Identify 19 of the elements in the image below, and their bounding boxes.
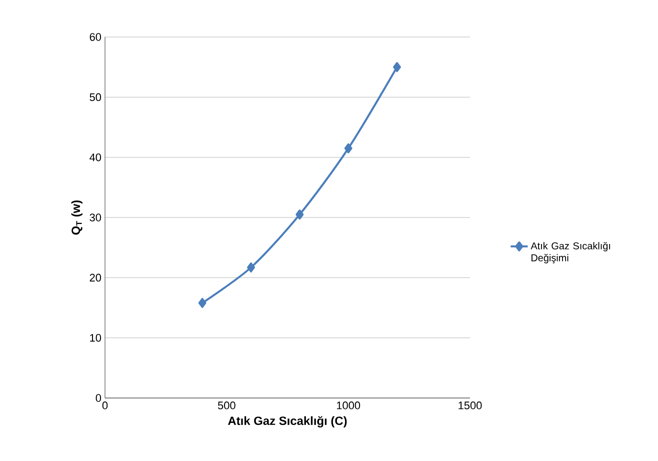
y-tick-label: 20 (90, 274, 102, 282)
y-tick-label: 40 (90, 153, 102, 162)
x-axis-title: Atık Gaz Sıcaklığı (C) (228, 416, 347, 428)
x-tick-label: 1000 (336, 402, 360, 410)
point (198, 298, 206, 308)
y-tick-label: 60 (90, 33, 102, 41)
y-tick-label: 10 (90, 334, 102, 342)
x-tick-label: 1500 (458, 402, 482, 410)
point (344, 143, 352, 154)
y-tick-label: 50 (90, 93, 102, 102)
x-tick-label: 500 (218, 402, 236, 410)
point (247, 262, 255, 272)
x-tick-label: 0 (102, 402, 108, 410)
y-tick-label: 30 (90, 214, 102, 222)
point (393, 62, 401, 72)
point (296, 210, 304, 220)
y-axis-title: Q$_{T}$ (w) (71, 200, 82, 235)
y-tick-label: 0 (96, 394, 102, 402)
legend-label: Atık Gaz Sıcaklığı Değişimi (530, 242, 610, 264)
